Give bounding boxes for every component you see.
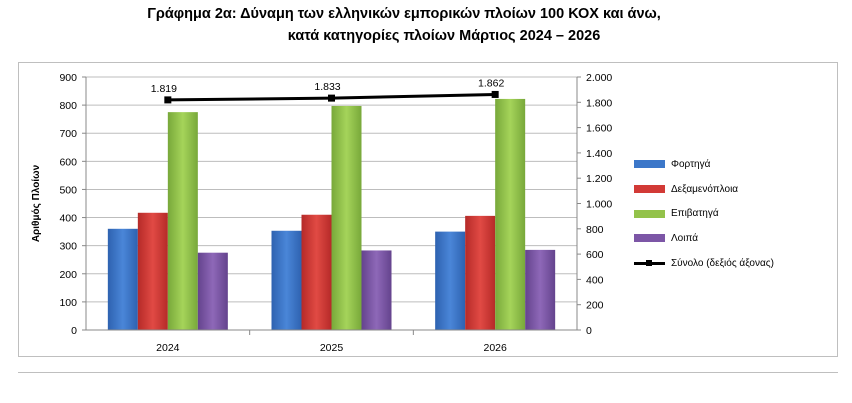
y2-tick-label: 1.400 — [586, 148, 612, 160]
chart-title-line-1: Γράφημα 2α: Δύναμη των ελληνικών εμπορικ… — [147, 6, 661, 22]
bottom-rule — [18, 372, 838, 373]
y2-tick-label: 2.000 — [586, 72, 612, 84]
bar-0-2 — [435, 231, 466, 330]
total-marker — [491, 90, 499, 98]
y-tick-label: 100 — [59, 297, 77, 309]
y2-tick-label: 200 — [586, 300, 604, 312]
y2-tick-label: 1.200 — [586, 173, 612, 185]
y-tick-label: 900 — [59, 72, 77, 84]
bar-1-2 — [465, 215, 496, 330]
legend-line-swatch — [634, 259, 665, 267]
bar-2-0 — [167, 112, 198, 330]
bar-0-1 — [271, 230, 302, 330]
total-data-label: 1.819 — [151, 83, 177, 95]
legend-item-loipa: Λοιπά — [634, 226, 774, 251]
legend-swatch — [634, 209, 665, 218]
chart-title-line-2: κατά κατηγορίες πλοίων Μάρτιος 2024 – 20… — [287, 28, 601, 44]
legend-swatch — [634, 185, 665, 194]
bar-0-0 — [107, 228, 138, 330]
legend-item-fortiga: Φορτηγά — [634, 152, 774, 177]
y-tick-label: 200 — [59, 269, 77, 281]
legend-item-synolo: Σύνολο (δεξιός άξονας) — [634, 251, 774, 276]
legend-label: Φορτηγά — [671, 158, 711, 170]
legend-item-dexamenoploia: Δεξαμενόπλοια — [634, 177, 774, 202]
chart-legend: Φορτηγά Δεξαμενόπλοια Επιβατηγά Λοιπά Σύ… — [634, 152, 774, 275]
y2-tick-label: 1.800 — [586, 97, 612, 109]
y-tick-label: 0 — [71, 325, 77, 337]
total-marker — [328, 94, 335, 102]
y2-tick-label: 800 — [586, 224, 604, 236]
y-tick-label: 400 — [59, 213, 77, 225]
bar-1-1 — [301, 214, 332, 330]
y2-tick-label: 400 — [586, 274, 604, 286]
legend-label: Σύνολο (δεξιός άξονας) — [671, 257, 774, 269]
y2-tick-label: 0 — [586, 325, 592, 337]
total-marker — [164, 96, 172, 104]
legend-label: Δεξαμενόπλοια — [671, 183, 739, 195]
x-tick-label: 2026 — [483, 342, 507, 354]
bar-3-0 — [197, 252, 228, 330]
y-tick-label: 700 — [59, 128, 77, 140]
y-axis-title: Αριθμός Πλοίων — [31, 164, 42, 242]
bar-3-2 — [525, 249, 556, 330]
y-tick-label: 800 — [59, 100, 77, 112]
legend-label: Επιβατηγά — [671, 208, 719, 220]
bar-2-1 — [331, 105, 362, 331]
y-tick-label: 300 — [59, 241, 77, 253]
legend-swatch — [634, 160, 665, 169]
x-tick-label: 2025 — [320, 342, 344, 354]
bar-1-0 — [137, 212, 168, 330]
y2-tick-label: 600 — [586, 249, 604, 261]
legend-item-epivatiga: Επιβατηγά — [634, 201, 774, 226]
total-data-label: 1.833 — [314, 81, 340, 93]
y2-tick-label: 1.000 — [586, 199, 612, 211]
bar-2-2 — [495, 98, 526, 330]
y-tick-label: 500 — [59, 184, 77, 196]
x-tick-label: 2024 — [156, 342, 180, 354]
legend-label: Λοιπά — [671, 232, 699, 244]
y-tick-label: 600 — [59, 156, 77, 168]
y2-tick-label: 1.600 — [586, 123, 612, 135]
bar-3-1 — [361, 250, 392, 330]
legend-swatch — [634, 234, 665, 243]
total-data-label: 1.862 — [478, 77, 504, 89]
